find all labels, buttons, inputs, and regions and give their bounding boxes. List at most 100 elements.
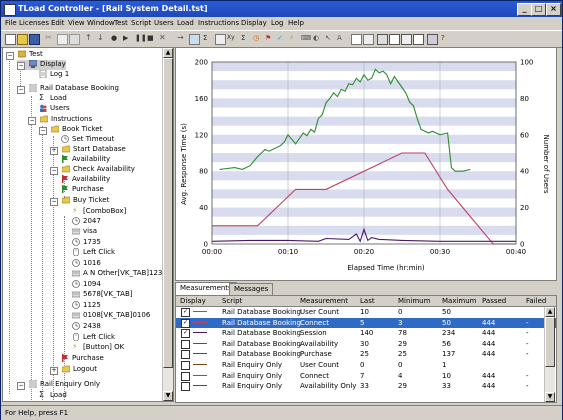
maximize-button[interactable]: □ [531,3,546,16]
tree-item-load-2[interactable]: Σ Load [39,391,67,401]
scroll-thumb[interactable] [545,317,555,367]
tree-item-1094[interactable]: 1094 [72,280,101,290]
help-icon[interactable]: ? [441,34,445,42]
tree-item-check-availability[interactable]: − Check Availability [50,165,135,175]
stop-icon[interactable]: ■ [147,34,154,42]
tree-item-purchase[interactable]: Purchase [61,185,104,195]
paste-icon[interactable] [69,34,80,45]
menu-display[interactable]: Display [241,19,267,27]
check-icon[interactable]: ✓ [277,34,283,42]
table-row[interactable]: Rail Enquiry Only Connect 7 4 10 444 - [176,371,556,381]
table-row[interactable]: Rail Enquiry Only User Count 0 0 1 [176,360,556,370]
script-icon[interactable]: Σ [203,34,208,42]
run-icon[interactable]: ● [111,34,118,42]
mouse-icon[interactable]: ◐ [313,34,320,42]
cursor-icon[interactable]: ↖ [325,34,331,42]
minimize-button[interactable]: _ [517,3,532,16]
tree-item-logout[interactable]: + Logout [50,365,97,375]
tree-item-combobox[interactable]: ⚡ [ComboBox] [72,207,126,217]
tree-item-button-ok[interactable]: ⚡ [Button] OK [72,343,124,353]
menu-file[interactable]: File [5,19,17,27]
scroll-down-arrow-icon[interactable]: ▼ [163,391,173,401]
table-row[interactable]: Rail Database Booking Availability 30 29 56 4… [176,339,556,349]
col-display[interactable]: Display [180,297,206,305]
display-checkbox[interactable] [181,350,190,360]
tree-item-2438[interactable]: 2438 [72,322,101,332]
table-row[interactable]: Rail Database Booking Purchase 25 25 137 444 - [176,349,556,360]
close-button[interactable]: × [546,3,561,16]
move-up-icon[interactable]: ↑ [85,33,92,42]
tab-measurements[interactable]: Measurements [175,282,237,295]
table-row[interactable]: ✓ Rail Database Booking Connect 5 3 50 444 - [176,317,556,328]
combo-icon[interactable] [401,34,412,45]
timer-icon[interactable]: ◷ [253,34,260,42]
tree-item-1125[interactable]: 1125 [72,301,101,311]
col-script[interactable]: Script [222,297,243,305]
edit-box-icon[interactable] [389,34,400,45]
table-icon[interactable] [215,34,226,45]
tree-item-test[interactable]: − Test [6,50,43,60]
marker-icon[interactable]: ⚑ [265,34,272,42]
col-passed[interactable]: Passed [482,297,507,305]
display-checkbox[interactable] [181,361,190,370]
tree-item-rail-database-booking[interactable]: − Rail Database Booking [17,83,119,94]
tree-item-1735[interactable]: 1735 [72,238,101,248]
table-row[interactable]: ✓ Rail Database Booking User Count 10 0 50 [176,307,556,317]
menu-test[interactable]: Test [114,19,128,27]
keyboard-icon[interactable]: ⌨ [301,34,312,42]
tree-item-availability[interactable]: Availability [61,155,110,165]
lightning-icon[interactable]: ⚡ [289,34,294,42]
menu-log[interactable]: Log [271,19,284,27]
tree-item-start-database[interactable]: + Start Database [50,145,126,155]
display-checkbox[interactable]: ✓ [181,329,190,339]
title-bar[interactable]: TLoad Controller - [Rail System Detail.t… [1,1,562,17]
scroll-down-arrow-icon[interactable]: ▼ [545,392,555,402]
cut-icon[interactable]: ✂ [45,33,52,42]
display-checkbox[interactable] [181,339,190,349]
variable-icon[interactable]: Xy [227,34,235,41]
menu-licenses[interactable]: Licenses [19,19,50,27]
menu-view[interactable]: View [68,19,85,27]
col-maximum[interactable]: Maximum [442,297,477,305]
save-icon[interactable] [29,34,40,45]
pause-icon[interactable]: ❚❚ [135,34,147,42]
move-down-icon[interactable]: ↓ [97,33,104,42]
table-row[interactable]: Rail Enquiry Only Availability Only 33 29 33… [176,381,556,392]
tree-item-book-ticket[interactable]: − Book Ticket [39,125,103,135]
grid-icon[interactable] [413,34,424,45]
panel-icon[interactable] [427,34,438,45]
tree-item-1016[interactable]: 1016 [72,259,101,269]
table-scrollbar[interactable]: ▲ ▼ [544,307,555,402]
menu-window[interactable]: Window [87,19,115,27]
list-icon[interactable] [363,34,374,45]
tree-item-purchase-end[interactable]: Purchase [61,354,104,364]
menu-load[interactable]: Load [177,19,194,27]
tree-item-log-1[interactable]: Log 1 [39,69,69,80]
window-icon[interactable] [189,34,200,45]
tree-item-display[interactable]: − Display [17,59,66,70]
tree-item-buy-ticket[interactable]: − Buy Ticket [50,196,110,206]
tree-item-left-click[interactable]: Left Click [72,247,115,258]
tree-item-rail-enquiry-only[interactable]: − Rail Enquiry Only [17,379,101,390]
open-icon[interactable] [17,34,28,45]
tree-item-card-input[interactable]: 5678[VK_TAB] [71,290,132,300]
display-checkbox[interactable] [181,371,190,381]
tree-item-date-input[interactable]: 0108[VK_TAB]0106 [71,311,150,321]
tree-item-users[interactable]: Users [39,104,70,114]
tree-item-set-timeout[interactable]: Set Timeout [61,135,114,145]
menu-script[interactable]: Script [131,19,152,27]
tree-item-load[interactable]: Σ Load [39,94,67,104]
tree-item-name-input[interactable]: A N Other[VK_TAB]1234 [71,269,167,279]
tree-item-instructions[interactable]: − Instructions [28,115,93,125]
tree-item-left-click-2[interactable]: Left Click [72,332,115,343]
copy-icon[interactable] [57,34,68,45]
tree-item-2047[interactable]: 2047 [72,217,101,227]
scroll-thumb[interactable] [163,58,173,368]
menu-instructions[interactable]: Instructions [198,19,240,27]
tree-item-availability-end[interactable]: Availability [61,175,110,185]
delete-icon[interactable]: ✕ [159,33,166,42]
tab-messages[interactable]: Messages [229,283,274,295]
play-icon[interactable]: ▶ [123,34,129,42]
menu-users[interactable]: Users [154,19,174,27]
col-last[interactable]: Last [360,297,375,305]
